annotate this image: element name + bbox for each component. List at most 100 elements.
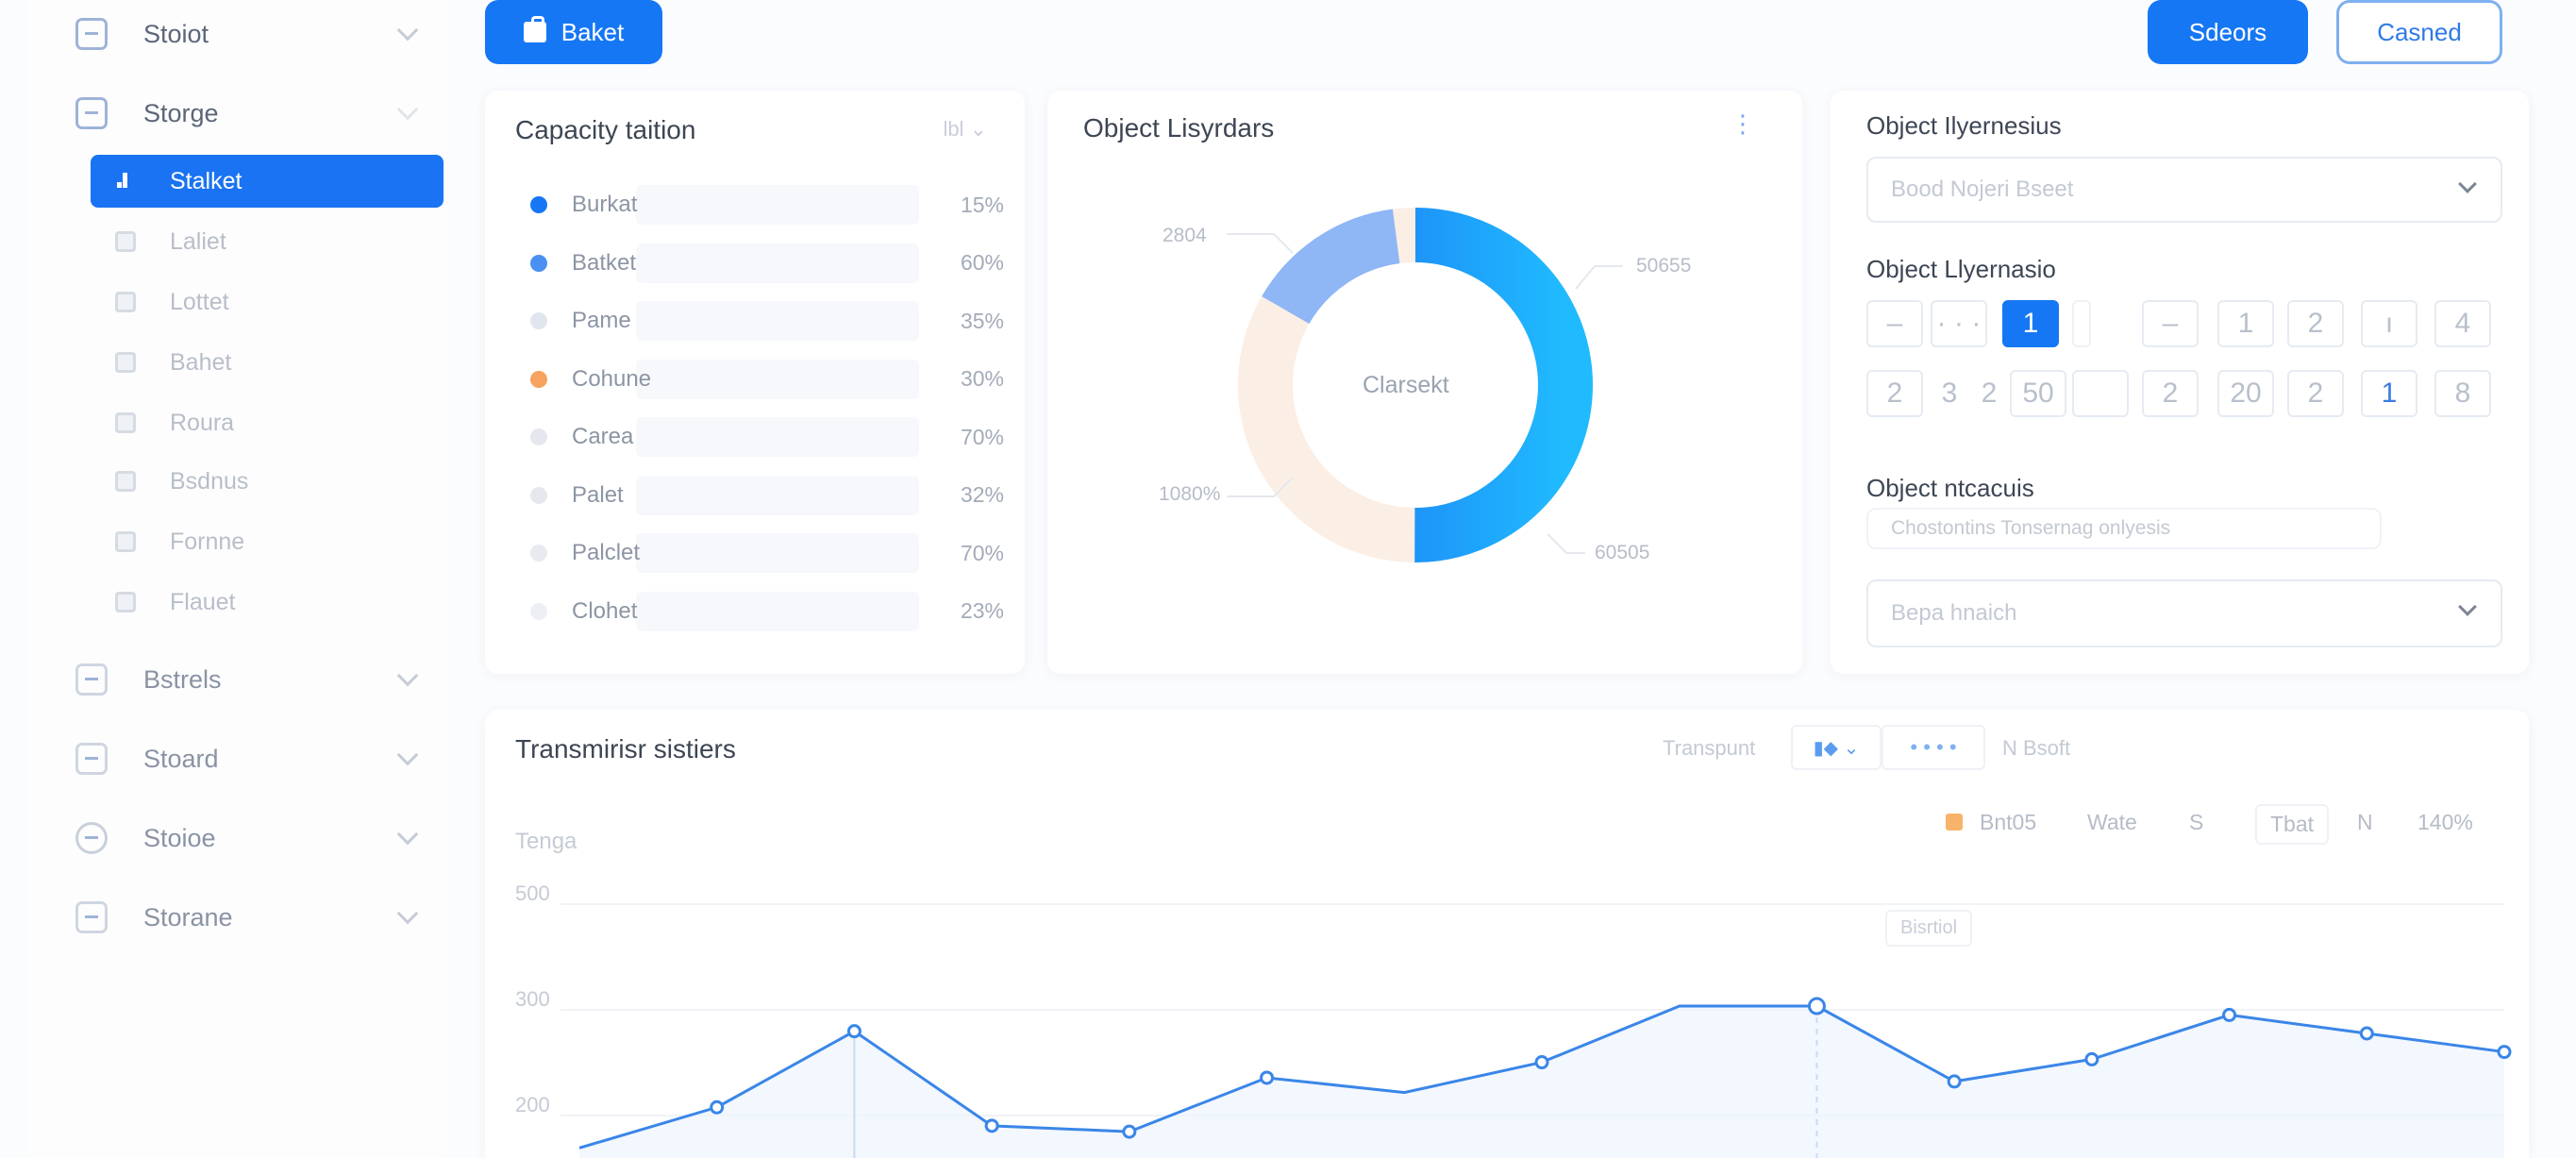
ring-title: Object Lisyrdars bbox=[1083, 113, 1275, 143]
capacity-bar bbox=[636, 591, 919, 631]
capacity-bar bbox=[636, 301, 919, 341]
sidebar-group-stoard[interactable]: Stoard bbox=[75, 729, 443, 789]
data-point[interactable] bbox=[2359, 1026, 2374, 1041]
dots-toggle[interactable]: • • • • bbox=[1882, 725, 1985, 770]
capacity-row[interactable]: Carea 70% bbox=[513, 413, 1023, 461]
settings-title-2: Object Llyernasio bbox=[1866, 255, 2056, 283]
capacity-row[interactable]: Batket 60% bbox=[513, 240, 1023, 287]
sidebar-group-stoioe[interactable]: Stoioe bbox=[75, 808, 443, 868]
sidebar-item-label: Fornne bbox=[170, 528, 245, 555]
donut-chart bbox=[1227, 208, 1623, 562]
capacity-row-pct: 35% bbox=[960, 308, 1004, 333]
data-point[interactable] bbox=[984, 1118, 999, 1133]
capacity-row-pct: 70% bbox=[960, 424, 1004, 449]
pager-button[interactable] bbox=[2072, 370, 2129, 417]
sidebar-item-stalket[interactable]: Stalket bbox=[91, 155, 443, 208]
pager-button[interactable]: 1 bbox=[2217, 300, 2274, 347]
sidebar: Stoiot Storge Stalket Laliet Lottet Bahe… bbox=[28, 0, 443, 1158]
capacity-row-pct: 15% bbox=[960, 192, 1004, 217]
pager-button[interactable]: 2 bbox=[1970, 370, 2008, 417]
pager-button[interactable]: · · · bbox=[1931, 300, 1987, 347]
data-point[interactable] bbox=[2222, 1007, 2237, 1022]
pager-button[interactable]: 50 bbox=[2010, 370, 2066, 417]
data-point[interactable] bbox=[1534, 1055, 1549, 1070]
data-point[interactable] bbox=[1122, 1124, 1137, 1139]
object-select[interactable]: Bood Nojeri Bseet bbox=[1866, 157, 2502, 223]
capacity-row[interactable]: Cohune 30% bbox=[513, 356, 1023, 403]
capacity-card: Capacity taition lbl ⌄ Burkat 15% Batket 60… bbox=[485, 91, 1025, 674]
sidebar-group-stoiot[interactable]: Stoiot bbox=[75, 4, 443, 64]
pager-button[interactable]: – bbox=[1866, 300, 1923, 347]
secondary-select[interactable]: Bepa hnaich bbox=[1866, 579, 2502, 647]
transmission-card: Transmirisr sistiers Transpunt ▮◆ ⌄ • • … bbox=[485, 710, 2529, 1158]
buckets-icon bbox=[75, 663, 108, 696]
capacity-row[interactable]: Palclet 70% bbox=[513, 529, 1023, 577]
data-point[interactable] bbox=[1807, 997, 1826, 1015]
storage-icon bbox=[75, 97, 108, 129]
sidebar-item-lottet[interactable]: Lottet bbox=[91, 276, 443, 328]
data-point[interactable] bbox=[2084, 1051, 2099, 1066]
ring-label-bottom-left: 1080% bbox=[1159, 483, 1221, 505]
soft-control[interactable]: N Bsoft bbox=[2002, 736, 2071, 760]
pager-button[interactable]: 2 bbox=[2287, 370, 2344, 417]
status-dot bbox=[530, 254, 547, 272]
pager-button[interactable]: 2 bbox=[2287, 300, 2344, 347]
sub-filter-field[interactable]: Chostontins Tonsernag onlyesis bbox=[1866, 508, 2382, 549]
sidebar-item-bahet[interactable]: Bahet bbox=[91, 336, 443, 389]
primary-action-button[interactable]: Sdeors bbox=[2148, 0, 2308, 64]
pager-button[interactable]: 1 bbox=[2002, 300, 2059, 347]
sidebar-group-storane[interactable]: Storane bbox=[75, 887, 443, 948]
transport-control[interactable]: Transpunt bbox=[1663, 736, 1756, 760]
legend-item[interactable]: Tbat bbox=[2255, 804, 2330, 845]
series-toggle[interactable]: ▮◆ ⌄ bbox=[1791, 725, 1882, 770]
capacity-row[interactable]: Burkat 15% bbox=[513, 181, 1023, 228]
pager-button[interactable]: 1 bbox=[2361, 370, 2417, 417]
pager-button[interactable]: 2 bbox=[1866, 370, 1923, 417]
sidebar-item-label: Laliet bbox=[170, 227, 226, 255]
sidebar-group-storge[interactable]: Storge bbox=[75, 83, 443, 143]
pager-button[interactable]: 8 bbox=[2434, 370, 2491, 417]
capacity-row[interactable]: Palet 32% bbox=[513, 472, 1023, 519]
sidebar-item-fornne[interactable]: Fornne bbox=[91, 515, 443, 568]
chevron-down-icon bbox=[396, 744, 419, 766]
sidebar-item-laliet[interactable]: Laliet bbox=[91, 215, 443, 268]
more-icon[interactable]: ⋮ bbox=[1731, 109, 1755, 138]
pager-button[interactable] bbox=[2072, 300, 2091, 347]
capacity-row-pct: 70% bbox=[960, 540, 1004, 565]
users-icon bbox=[75, 901, 108, 933]
pager-button[interactable]: 20 bbox=[2217, 370, 2274, 417]
object-select-placeholder: Bood Nojeri Bseet bbox=[1891, 176, 2074, 202]
form-icon bbox=[115, 531, 136, 552]
sidebar-item-flauet[interactable]: Flauet bbox=[91, 576, 443, 629]
ring-label-top-left: 2804 bbox=[1163, 225, 1207, 246]
data-point[interactable] bbox=[1947, 1074, 1962, 1089]
capacity-row-name: Pame bbox=[572, 308, 631, 333]
pager-button[interactable]: 3 bbox=[1931, 370, 1968, 417]
sidebar-item-label: Roura bbox=[170, 409, 235, 436]
capacity-row-pct: 30% bbox=[960, 366, 1004, 391]
sidebar-group-label: Stoioe bbox=[143, 823, 216, 852]
transmission-title: Transmirisr sistiers bbox=[515, 734, 736, 764]
capacity-row[interactable]: Pame 35% bbox=[513, 297, 1023, 344]
chevron-down-icon bbox=[2458, 175, 2477, 193]
capacity-row[interactable]: Clohet 23% bbox=[513, 588, 1023, 635]
sidebar-item-roura[interactable]: Roura bbox=[91, 396, 443, 449]
sidebar-group-bstrels[interactable]: Bstrels bbox=[75, 649, 443, 710]
list-icon bbox=[115, 352, 136, 373]
status-dot bbox=[530, 196, 547, 213]
data-point[interactable] bbox=[2497, 1045, 2512, 1060]
data-point[interactable] bbox=[1260, 1070, 1275, 1085]
legend-item: 140% bbox=[2417, 810, 2473, 834]
pager-button[interactable]: 4 bbox=[2434, 300, 2491, 347]
sidebar-item-bsdnus[interactable]: Bsdnus bbox=[91, 455, 443, 508]
capacity-row-name: Palet bbox=[572, 481, 624, 508]
data-point[interactable] bbox=[846, 1024, 861, 1039]
pager-button[interactable]: 2 bbox=[2142, 370, 2199, 417]
y-tick-label: 500 bbox=[515, 881, 550, 905]
cancel-button[interactable]: Casned bbox=[2336, 0, 2502, 64]
pager-button[interactable]: ı bbox=[2361, 300, 2417, 347]
capacity-filter[interactable]: lbl ⌄ bbox=[943, 117, 987, 141]
bucket-button[interactable]: Baket bbox=[485, 0, 662, 64]
data-point[interactable] bbox=[710, 1099, 725, 1115]
pager-button[interactable]: – bbox=[2142, 300, 2199, 347]
